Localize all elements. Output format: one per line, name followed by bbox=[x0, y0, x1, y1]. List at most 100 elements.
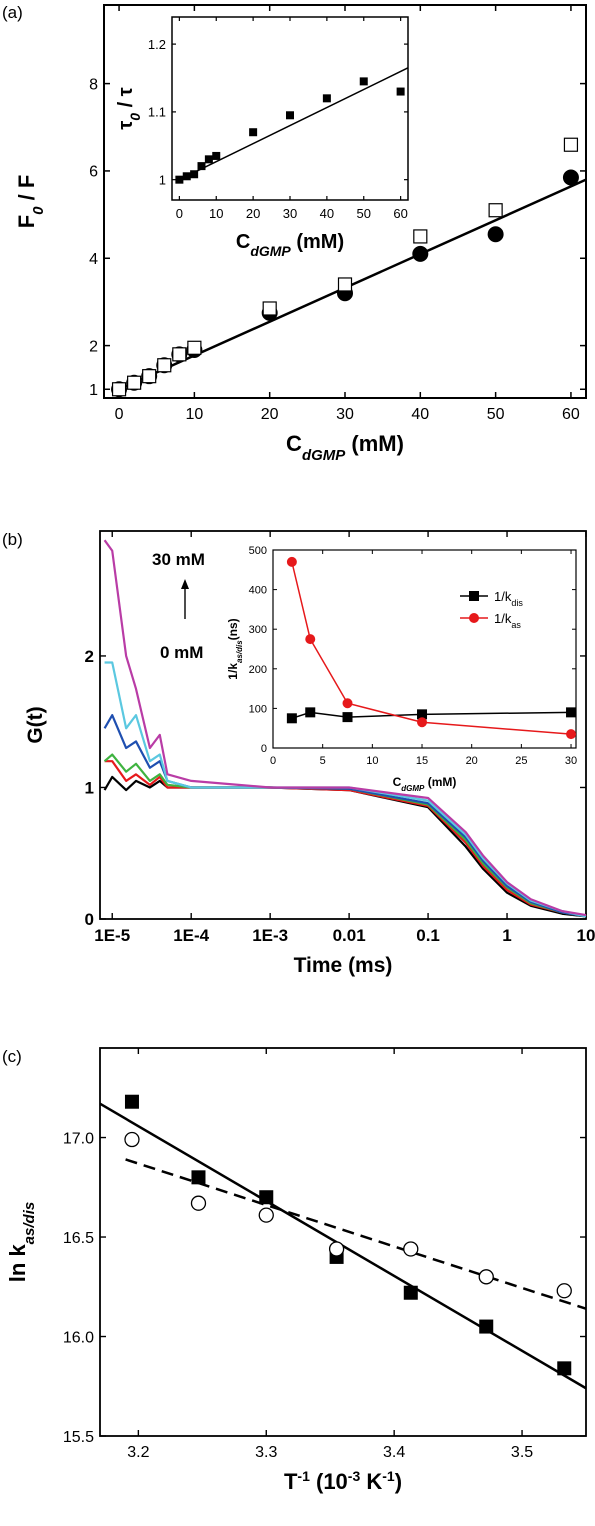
y-axis-label: ln kas/dis bbox=[5, 1202, 38, 1282]
data-point-series-0 bbox=[191, 1170, 206, 1185]
data-point-series-1 bbox=[187, 340, 202, 355]
data-point-series-1 bbox=[328, 1241, 345, 1257]
data-point-series-1 bbox=[488, 203, 503, 218]
inset-point-1 bbox=[305, 634, 316, 645]
x-tick-label: 0 bbox=[270, 755, 276, 767]
data-point-series-1 bbox=[124, 1131, 140, 1148]
data-point-series-0 bbox=[412, 245, 429, 262]
data-point-series-1 bbox=[172, 347, 187, 362]
data-point-series-1 bbox=[127, 375, 142, 390]
inset-data-point-0 bbox=[359, 77, 368, 86]
annotation-30mm: 30 mM bbox=[152, 550, 205, 569]
inset-point-0 bbox=[342, 712, 353, 723]
legend-marker-0 bbox=[469, 591, 479, 601]
plot-frame bbox=[272, 549, 577, 749]
x-tick-label: 20 bbox=[261, 406, 279, 423]
y-tick-label: 1.1 bbox=[148, 105, 166, 120]
y-tick-label: 1 bbox=[89, 382, 98, 399]
y-tick-label: 300 bbox=[249, 624, 267, 636]
data-point-series-0 bbox=[487, 226, 504, 243]
y-tick-label: 8 bbox=[89, 76, 98, 93]
x-tick-label: 3.4 bbox=[383, 1444, 405, 1461]
data-point-series-1 bbox=[478, 1269, 494, 1285]
y-tick-label: 1 bbox=[159, 172, 166, 187]
x-axis-label: CdGMP (mM) bbox=[286, 431, 404, 464]
inset-data-point-0 bbox=[197, 162, 206, 171]
x-tick-label: 10 bbox=[185, 406, 203, 423]
panel-b-label: (b) bbox=[2, 530, 23, 549]
x-tick-label: 20 bbox=[466, 755, 478, 767]
y-axis-label: F0 / F bbox=[14, 175, 47, 229]
x-axis-label: CdGMP (mM) bbox=[236, 231, 344, 259]
x-tick-label: 1E-3 bbox=[252, 926, 288, 945]
legend-label-0: 1/kdis bbox=[494, 589, 523, 608]
x-axis-label: T-1 (10-3 K-1) bbox=[284, 1468, 402, 1494]
x-tick-label: 60 bbox=[562, 406, 580, 423]
inset-point-0 bbox=[286, 713, 297, 724]
annotation-0mm: 0 mM bbox=[160, 643, 203, 662]
data-point-series-1 bbox=[262, 301, 277, 316]
data-point-series-0 bbox=[557, 1361, 572, 1376]
y-tick-label: 15.5 bbox=[63, 1429, 94, 1446]
x-axis-label: CdGMP (mM) bbox=[393, 775, 457, 793]
x-tick-label: 1E-5 bbox=[94, 926, 130, 945]
y-tick-label: 4 bbox=[89, 251, 98, 268]
panel-a-label: (a) bbox=[2, 3, 23, 22]
x-tick-label: 0.01 bbox=[333, 926, 366, 945]
y-tick-label: 1 bbox=[85, 779, 94, 798]
inset-point-1 bbox=[417, 717, 428, 728]
y-tick-label: 500 bbox=[249, 545, 267, 557]
x-tick-label: 50 bbox=[357, 206, 371, 221]
data-point-series-0 bbox=[259, 1190, 274, 1205]
chart-c: 3.2 3.3 3.4 3.5 15.5 16.0 16.5 17.0 T-1 (10-3 K-… bbox=[5, 1047, 587, 1494]
data-point-series-0 bbox=[479, 1319, 494, 1334]
panel-c-label: (c) bbox=[2, 1047, 22, 1066]
x-tick-label: 5 bbox=[320, 755, 326, 767]
inset-fit-line bbox=[179, 67, 409, 181]
inset-data-point-0 bbox=[204, 155, 213, 164]
data-point-series-1 bbox=[142, 369, 157, 384]
y-axis-label: 1/kas/dis(ns) bbox=[226, 618, 244, 679]
y-tick-label: 6 bbox=[89, 164, 98, 181]
data-point-series-1 bbox=[413, 229, 428, 244]
inset-data-point-0 bbox=[322, 94, 331, 103]
inset-point-1 bbox=[342, 698, 353, 709]
y-tick-label: 100 bbox=[249, 703, 267, 715]
x-tick-label: 40 bbox=[411, 406, 429, 423]
x-tick-label: 30 bbox=[283, 206, 297, 221]
x-tick-label: 50 bbox=[487, 406, 505, 423]
x-tick-label: 3.3 bbox=[255, 1444, 277, 1461]
legend-label-1: 1/kas bbox=[494, 611, 521, 630]
y-axis-label: τ0 / τ bbox=[115, 87, 143, 129]
x-tick-label: 25 bbox=[515, 755, 527, 767]
x-axis-label: Time (ms) bbox=[294, 954, 393, 977]
x-tick-label: 10 bbox=[577, 926, 595, 945]
y-tick-label: 400 bbox=[249, 585, 267, 597]
data-point-series-1 bbox=[403, 1241, 419, 1257]
x-tick-label: 60 bbox=[393, 206, 407, 221]
data-point-series-0 bbox=[403, 1285, 418, 1300]
inset-data-point-0 bbox=[396, 87, 405, 96]
y-tick-label: 17.0 bbox=[63, 1130, 94, 1147]
x-tick-label: 15 bbox=[416, 755, 428, 767]
inset-point-0 bbox=[305, 707, 316, 718]
x-tick-label: 3.5 bbox=[511, 1444, 533, 1461]
inset-data-point-0 bbox=[190, 170, 199, 179]
data-point-series-0 bbox=[562, 169, 579, 186]
y-axis-label: G(t) bbox=[24, 706, 47, 743]
data-point-series-1 bbox=[157, 358, 172, 373]
inset-point-1 bbox=[286, 556, 297, 567]
data-point-series-1 bbox=[111, 382, 127, 397]
inset-data-point-0 bbox=[175, 175, 184, 184]
y-tick-label: 0 bbox=[261, 743, 267, 755]
inset-data-point-0 bbox=[286, 111, 294, 120]
y-tick-label: 200 bbox=[249, 664, 267, 676]
data-point-series-1 bbox=[190, 1195, 207, 1211]
x-tick-label: 10 bbox=[209, 206, 223, 221]
data-point-series-0 bbox=[124, 1094, 139, 1109]
x-tick-label: 3.2 bbox=[127, 1444, 149, 1461]
plot-frame bbox=[99, 530, 587, 920]
plot-frame bbox=[99, 1047, 587, 1437]
